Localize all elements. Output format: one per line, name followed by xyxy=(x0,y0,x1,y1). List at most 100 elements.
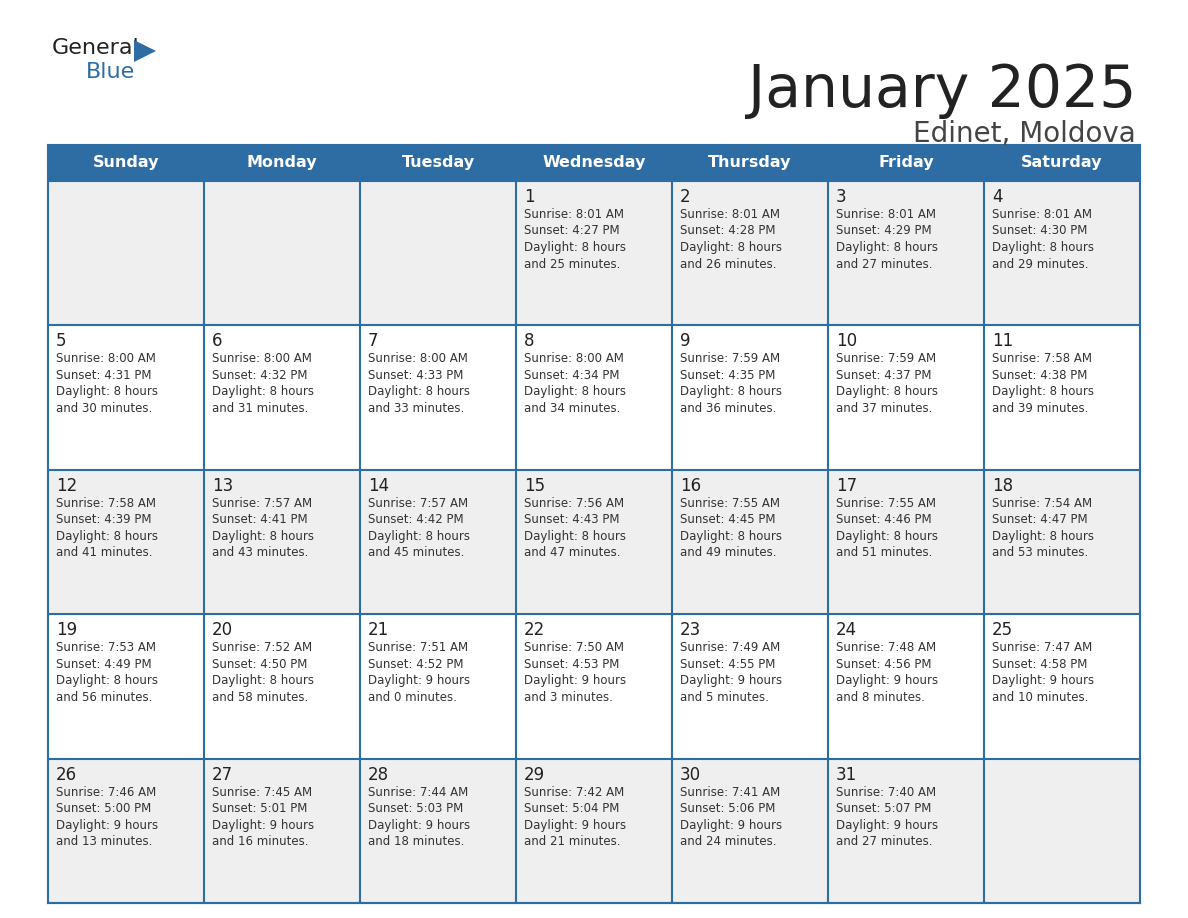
Text: Daylight: 9 hours: Daylight: 9 hours xyxy=(680,819,782,832)
Text: Sunset: 5:04 PM: Sunset: 5:04 PM xyxy=(524,802,619,815)
Text: and 58 minutes.: and 58 minutes. xyxy=(211,690,308,704)
Bar xyxy=(672,614,828,758)
Text: Sunrise: 7:45 AM: Sunrise: 7:45 AM xyxy=(211,786,312,799)
Text: Sunrise: 7:40 AM: Sunrise: 7:40 AM xyxy=(836,786,936,799)
Text: 20: 20 xyxy=(211,621,233,639)
Text: Sunset: 4:34 PM: Sunset: 4:34 PM xyxy=(524,369,619,382)
Bar xyxy=(984,470,1140,614)
Text: and 24 minutes.: and 24 minutes. xyxy=(680,835,777,848)
Text: Edinet, Moldova: Edinet, Moldova xyxy=(914,120,1136,148)
Text: Sunset: 5:06 PM: Sunset: 5:06 PM xyxy=(680,802,776,815)
Text: Sunset: 4:32 PM: Sunset: 4:32 PM xyxy=(211,369,308,382)
Text: Daylight: 8 hours: Daylight: 8 hours xyxy=(211,530,314,543)
Text: Sunset: 4:29 PM: Sunset: 4:29 PM xyxy=(836,225,931,238)
Bar xyxy=(204,325,360,470)
Text: Sunset: 5:00 PM: Sunset: 5:00 PM xyxy=(56,802,151,815)
Text: 17: 17 xyxy=(836,476,857,495)
Text: Sunrise: 7:58 AM: Sunrise: 7:58 AM xyxy=(992,353,1092,365)
Text: Sunset: 4:30 PM: Sunset: 4:30 PM xyxy=(992,225,1087,238)
Text: Daylight: 8 hours: Daylight: 8 hours xyxy=(56,386,158,398)
Text: and 26 minutes.: and 26 minutes. xyxy=(680,258,777,271)
Text: and 8 minutes.: and 8 minutes. xyxy=(836,690,925,704)
Text: Daylight: 9 hours: Daylight: 9 hours xyxy=(836,674,939,688)
Text: 31: 31 xyxy=(836,766,858,784)
Bar xyxy=(360,145,516,181)
Text: and 27 minutes.: and 27 minutes. xyxy=(836,258,933,271)
Text: Sunset: 4:35 PM: Sunset: 4:35 PM xyxy=(680,369,776,382)
Text: and 16 minutes.: and 16 minutes. xyxy=(211,835,309,848)
Text: Sunrise: 7:56 AM: Sunrise: 7:56 AM xyxy=(524,497,624,509)
Bar xyxy=(828,325,984,470)
Text: Sunrise: 8:00 AM: Sunrise: 8:00 AM xyxy=(56,353,156,365)
Text: Sunset: 4:31 PM: Sunset: 4:31 PM xyxy=(56,369,152,382)
Text: Sunrise: 7:55 AM: Sunrise: 7:55 AM xyxy=(836,497,936,509)
Text: Daylight: 9 hours: Daylight: 9 hours xyxy=(368,674,470,688)
Text: January 2025: January 2025 xyxy=(747,62,1136,119)
Text: Sunset: 4:55 PM: Sunset: 4:55 PM xyxy=(680,657,776,671)
Text: Sunrise: 7:59 AM: Sunrise: 7:59 AM xyxy=(836,353,936,365)
Text: 4: 4 xyxy=(992,188,1003,206)
Bar xyxy=(516,470,672,614)
Text: Sunset: 4:49 PM: Sunset: 4:49 PM xyxy=(56,657,152,671)
Text: 6: 6 xyxy=(211,332,222,351)
Text: 5: 5 xyxy=(56,332,67,351)
Text: Daylight: 9 hours: Daylight: 9 hours xyxy=(368,819,470,832)
Text: Daylight: 8 hours: Daylight: 8 hours xyxy=(992,530,1094,543)
Text: Monday: Monday xyxy=(247,155,317,171)
Text: and 43 minutes.: and 43 minutes. xyxy=(211,546,309,559)
Text: Sunrise: 7:50 AM: Sunrise: 7:50 AM xyxy=(524,641,624,655)
Text: Friday: Friday xyxy=(878,155,934,171)
Bar xyxy=(204,614,360,758)
Text: Sunset: 4:46 PM: Sunset: 4:46 PM xyxy=(836,513,931,526)
Text: Daylight: 8 hours: Daylight: 8 hours xyxy=(992,241,1094,254)
Text: Daylight: 8 hours: Daylight: 8 hours xyxy=(992,386,1094,398)
Text: 21: 21 xyxy=(368,621,390,639)
Bar xyxy=(984,614,1140,758)
Text: and 0 minutes.: and 0 minutes. xyxy=(368,690,457,704)
Text: 18: 18 xyxy=(992,476,1013,495)
Text: 8: 8 xyxy=(524,332,535,351)
Text: Daylight: 8 hours: Daylight: 8 hours xyxy=(368,530,470,543)
Text: Daylight: 9 hours: Daylight: 9 hours xyxy=(56,819,158,832)
Text: Sunset: 4:43 PM: Sunset: 4:43 PM xyxy=(524,513,619,526)
Text: Daylight: 9 hours: Daylight: 9 hours xyxy=(211,819,314,832)
Text: and 34 minutes.: and 34 minutes. xyxy=(524,402,620,415)
Text: and 29 minutes.: and 29 minutes. xyxy=(992,258,1088,271)
Text: Daylight: 8 hours: Daylight: 8 hours xyxy=(211,386,314,398)
Text: Sunrise: 8:01 AM: Sunrise: 8:01 AM xyxy=(524,208,624,221)
Bar xyxy=(48,758,204,903)
Text: and 13 minutes.: and 13 minutes. xyxy=(56,835,152,848)
Bar xyxy=(516,758,672,903)
Text: Sunset: 4:50 PM: Sunset: 4:50 PM xyxy=(211,657,308,671)
Text: Sunrise: 7:44 AM: Sunrise: 7:44 AM xyxy=(368,786,468,799)
Text: Tuesday: Tuesday xyxy=(402,155,474,171)
Text: Thursday: Thursday xyxy=(708,155,791,171)
Text: 23: 23 xyxy=(680,621,701,639)
Text: and 21 minutes.: and 21 minutes. xyxy=(524,835,620,848)
Text: Daylight: 8 hours: Daylight: 8 hours xyxy=(836,386,939,398)
Text: 13: 13 xyxy=(211,476,233,495)
Text: Sunrise: 8:00 AM: Sunrise: 8:00 AM xyxy=(211,353,312,365)
Bar xyxy=(984,145,1140,181)
Text: 2: 2 xyxy=(680,188,690,206)
Text: 24: 24 xyxy=(836,621,857,639)
Text: Daylight: 8 hours: Daylight: 8 hours xyxy=(680,386,782,398)
Text: Sunset: 4:47 PM: Sunset: 4:47 PM xyxy=(992,513,1088,526)
Text: 3: 3 xyxy=(836,188,847,206)
Text: Daylight: 8 hours: Daylight: 8 hours xyxy=(524,386,626,398)
Bar xyxy=(672,758,828,903)
Text: Sunrise: 7:55 AM: Sunrise: 7:55 AM xyxy=(680,497,781,509)
Text: Sunrise: 7:42 AM: Sunrise: 7:42 AM xyxy=(524,786,624,799)
Text: Daylight: 8 hours: Daylight: 8 hours xyxy=(56,530,158,543)
Bar xyxy=(828,470,984,614)
Bar xyxy=(204,145,360,181)
Text: Wednesday: Wednesday xyxy=(542,155,646,171)
Text: 10: 10 xyxy=(836,332,857,351)
Text: Daylight: 9 hours: Daylight: 9 hours xyxy=(524,819,626,832)
Text: Sunrise: 7:48 AM: Sunrise: 7:48 AM xyxy=(836,641,936,655)
Text: Sunset: 4:58 PM: Sunset: 4:58 PM xyxy=(992,657,1087,671)
Text: 9: 9 xyxy=(680,332,690,351)
Text: and 5 minutes.: and 5 minutes. xyxy=(680,690,769,704)
Text: Sunrise: 7:59 AM: Sunrise: 7:59 AM xyxy=(680,353,781,365)
Bar xyxy=(984,181,1140,325)
